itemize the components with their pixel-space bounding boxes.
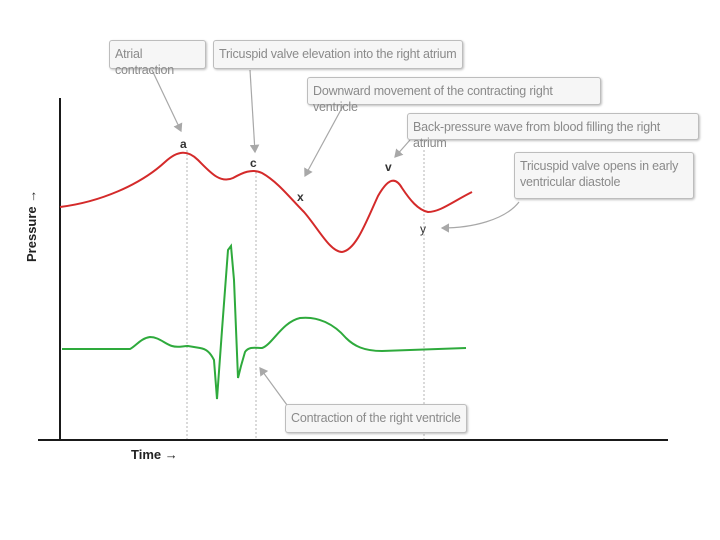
ecg-waveform (62, 243, 467, 400)
label-a-wave: a (180, 137, 187, 151)
pointer-tricuspid-opens (440, 201, 520, 233)
callout-back-pressure: Back-pressure wave from blood filling th… (407, 113, 699, 150)
callout-contraction-rv: Contraction of the right ventricle (285, 404, 467, 433)
label-x-descent: x (297, 190, 304, 204)
pointer-tricuspid-elevation (249, 69, 260, 154)
label-v-wave: v (385, 160, 392, 174)
callout-tricuspid-opens: Tricuspid valve opens in early ventricul… (514, 152, 694, 199)
callout-downward-movement: Downward movement of the contracting rig… (307, 77, 601, 114)
pointer-contraction-rv (259, 367, 288, 406)
callout-tricuspid-opens-line1: Tricuspid valve opens in early (520, 159, 679, 173)
pointer-downward-movement (304, 105, 344, 178)
pointer-back-pressure (394, 139, 411, 158)
pointer-atrial-contraction (151, 69, 183, 133)
y-axis-title: Pressure → (24, 189, 39, 262)
callout-tricuspid-elevation: Tricuspid valve elevation into the right… (213, 40, 463, 69)
callout-tricuspid-opens-line2: ventricular diastole (520, 175, 621, 189)
label-c-wave: c (250, 156, 257, 170)
x-axis-title: Time → (131, 447, 178, 462)
callout-atrial-contraction: Atrial contraction (109, 40, 206, 77)
pressure-waveform (59, 151, 473, 254)
label-y-descent: y (420, 222, 426, 236)
